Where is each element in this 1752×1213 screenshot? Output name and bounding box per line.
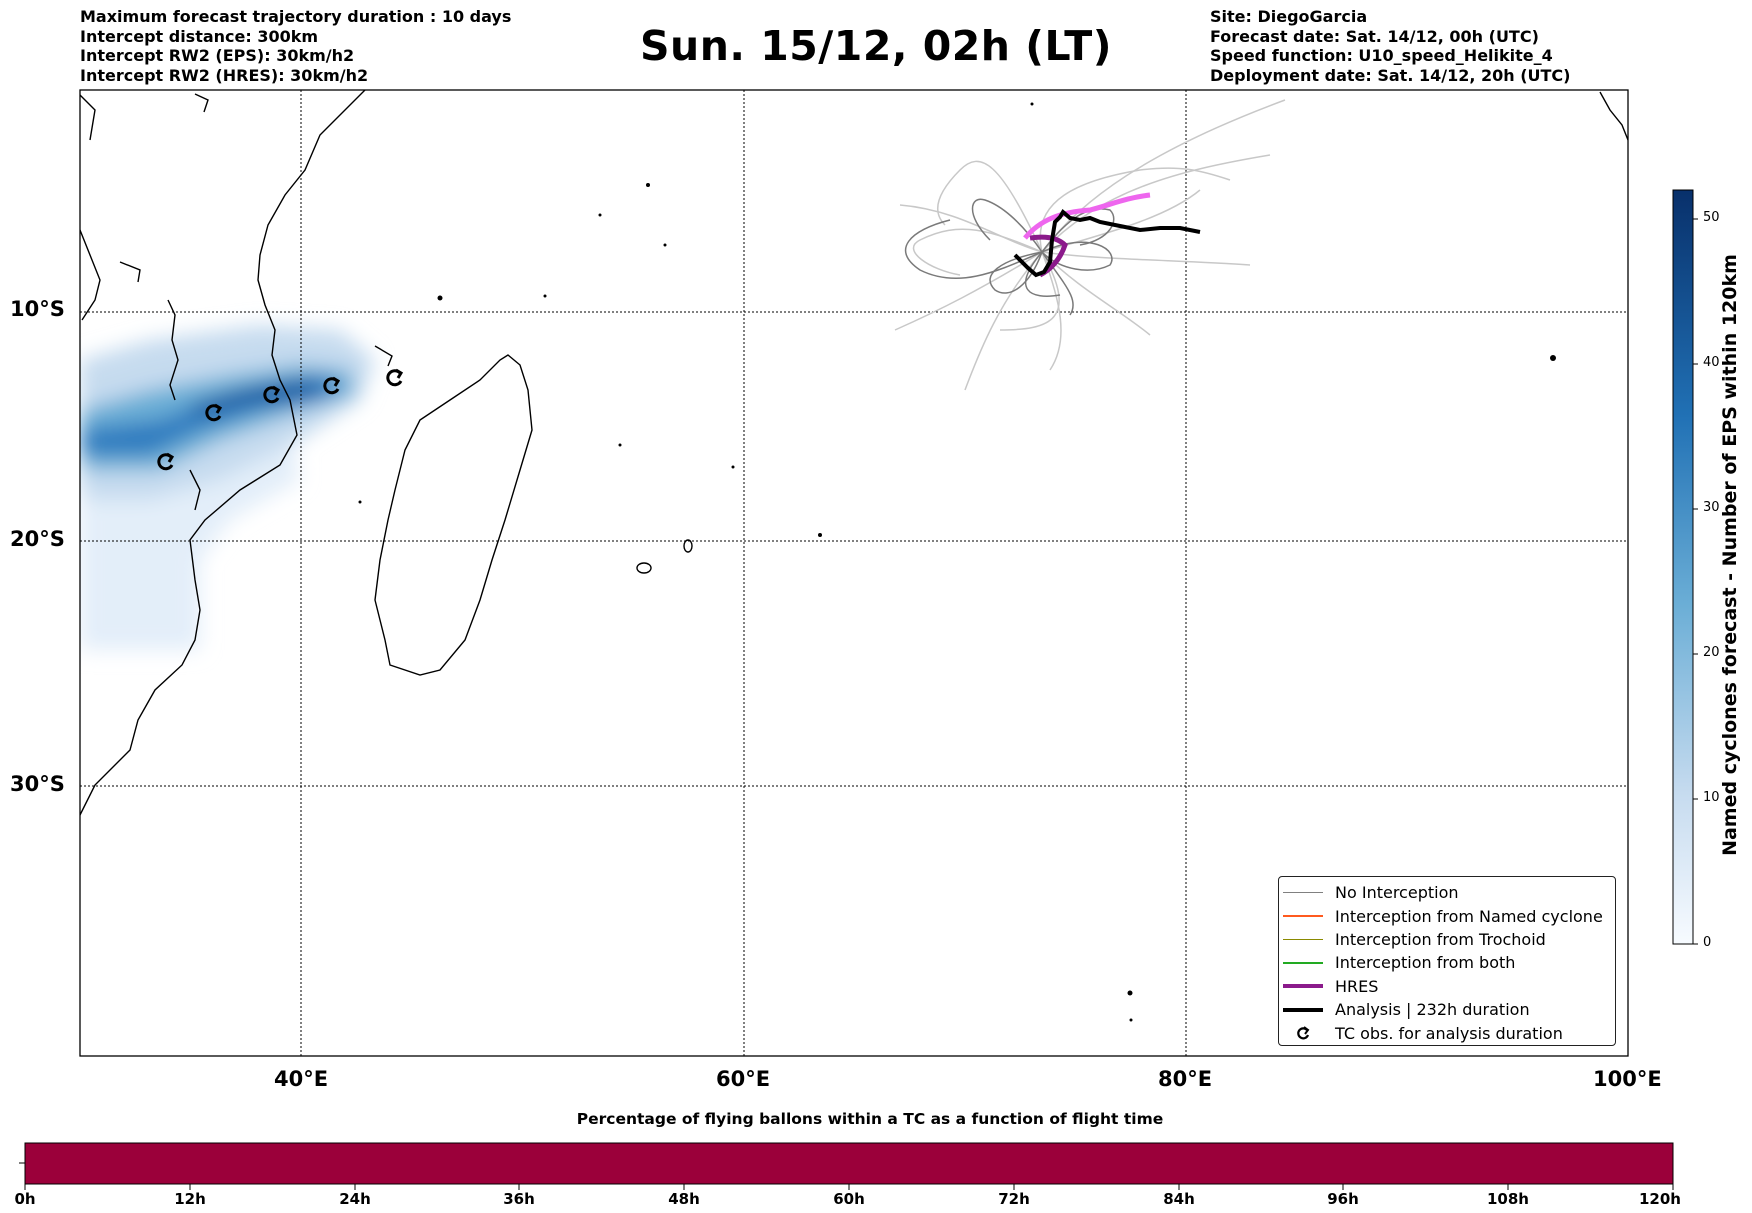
colorbar-tick-label: 50 bbox=[1703, 210, 1720, 225]
time-bar-title: Percentage of flying ballons within a TC… bbox=[576, 1110, 1164, 1128]
header-line: Site: DiegoGarcia bbox=[1210, 7, 1368, 26]
colorbar-tick-label: 30 bbox=[1703, 500, 1720, 515]
tc-observation-icon bbox=[157, 368, 404, 471]
legend-label: No Interception bbox=[1335, 883, 1459, 903]
time-tick-label: 12h bbox=[174, 1190, 206, 1208]
legend-item: No Interception bbox=[1279, 881, 1615, 904]
page-title: Sun. 15/12, 02h (LT) bbox=[640, 22, 1112, 70]
cyclone-density-field bbox=[80, 325, 375, 650]
lat-label: 10°S bbox=[10, 297, 65, 321]
islands bbox=[358, 102, 1556, 1022]
time-tick-label: 60h bbox=[833, 1190, 865, 1208]
gridlines bbox=[80, 90, 1628, 1056]
time-tick-label: 96h bbox=[1327, 1190, 1359, 1208]
legend: No Interception Interception from Named … bbox=[1278, 876, 1616, 1046]
coastlines bbox=[80, 90, 1628, 816]
colorbar-tick-label: 0 bbox=[1703, 935, 1712, 950]
legend-item: Interception from Trochoid bbox=[1279, 928, 1615, 951]
time-tick-label: 0h bbox=[14, 1190, 36, 1208]
colorbar-tick-label: 40 bbox=[1703, 355, 1720, 370]
legend-label: HRES bbox=[1335, 976, 1379, 996]
header-info-right: Site: DiegoGarcia Forecast date: Sat. 14… bbox=[1210, 7, 1570, 85]
header-line: Intercept RW2 (HRES): 30km/h2 bbox=[80, 65, 369, 85]
legend-item: Interception from Named cyclone bbox=[1279, 904, 1615, 927]
time-tick-label: 24h bbox=[339, 1190, 371, 1208]
time-bar-ticks bbox=[19, 1162, 1674, 1190]
lon-label: 60°E bbox=[716, 1067, 771, 1091]
analysis-trajectory bbox=[1013, 208, 1201, 278]
colorbar-title-text: Named cyclones forecast - Number of EPS … bbox=[1719, 254, 1741, 856]
legend-label: Interception from both bbox=[1335, 953, 1516, 973]
time-tick-label: 36h bbox=[503, 1190, 535, 1208]
header-line: Deployment date: Sat. 14/12, 20h (UTC) bbox=[1210, 65, 1571, 85]
legend-label: Analysis | 232h duration bbox=[1335, 1000, 1530, 1020]
tc-observation-icon bbox=[1297, 1026, 1310, 1040]
legend-item: TC obs. for analysis duration bbox=[1279, 1021, 1615, 1044]
header-line: Forecast date: Sat. 14/12, 00h (UTC) bbox=[1210, 26, 1539, 46]
header-line: Intercept distance: 300km bbox=[80, 26, 319, 46]
time-progress-bar bbox=[24, 1142, 1674, 1185]
eps-trajectories bbox=[894, 99, 1286, 391]
legend-label: TC obs. for analysis duration bbox=[1335, 1023, 1563, 1043]
map-frame bbox=[79, 89, 1629, 1057]
time-tick-label: 48h bbox=[668, 1190, 700, 1208]
legend-item: Analysis | 232h duration bbox=[1279, 998, 1615, 1021]
lat-label: 30°S bbox=[10, 772, 65, 796]
lon-label: 100°E bbox=[1593, 1067, 1662, 1091]
lat-label: 20°S bbox=[10, 527, 65, 551]
time-tick-label: 72h bbox=[998, 1190, 1030, 1208]
lon-label: 40°E bbox=[274, 1067, 329, 1091]
hres-trajectory-later bbox=[1023, 192, 1151, 240]
header-info-left: Maximum forecast trajectory duration : 1… bbox=[80, 7, 511, 85]
hres-trajectory bbox=[1029, 234, 1068, 278]
header-line: Maximum forecast trajectory duration : 1… bbox=[80, 7, 512, 26]
lon-label: 80°E bbox=[1158, 1067, 1213, 1091]
legend-label: Interception from Trochoid bbox=[1335, 929, 1546, 949]
colorbar-tick-label: 20 bbox=[1703, 645, 1720, 660]
legend-label: Interception from Named cyclone bbox=[1335, 906, 1603, 926]
legend-item: Interception from both bbox=[1279, 951, 1615, 974]
header-line: Intercept RW2 (EPS): 30km/h2 bbox=[80, 46, 355, 65]
map-area bbox=[80, 90, 1628, 1056]
time-tick-label: 108h bbox=[1487, 1190, 1529, 1208]
legend-item: HRES bbox=[1279, 975, 1615, 998]
time-tick-label: 120h bbox=[1639, 1190, 1681, 1208]
header-line: Speed function: U10_speed_Helikite_4 bbox=[1210, 46, 1553, 65]
time-tick-label: 84h bbox=[1163, 1190, 1195, 1208]
colorbar bbox=[1672, 189, 1694, 945]
colorbar-tick-label: 10 bbox=[1703, 790, 1720, 805]
colorbar-ticks bbox=[1693, 218, 1698, 945]
